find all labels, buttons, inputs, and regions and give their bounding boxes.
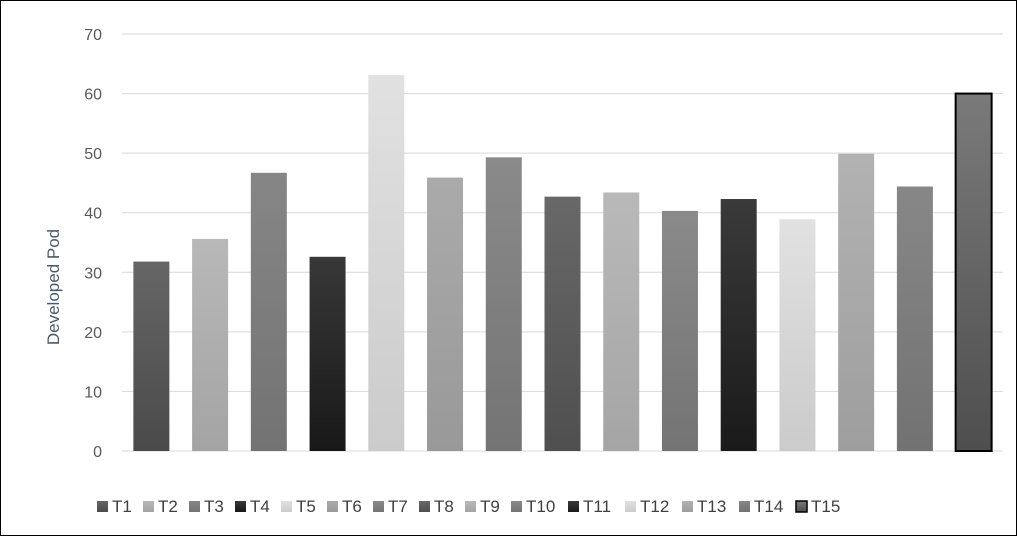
bar-t9	[603, 192, 640, 451]
bar-t14	[896, 186, 933, 451]
legend-swatch-t15	[795, 500, 808, 513]
legend-label-t1: T1	[112, 497, 132, 516]
bar-t10	[661, 210, 698, 451]
legend-label-t10: T10	[526, 497, 555, 516]
bar-t1	[133, 261, 170, 451]
legend-swatch-t9	[465, 501, 476, 512]
legend-swatch-t10	[511, 501, 522, 512]
bar-t15	[954, 92, 993, 452]
legend-swatch-t11	[568, 501, 579, 512]
legend-swatch-t2	[143, 501, 154, 512]
legend: T1 T2 T3 T4 T5 T6 T7 T8 T9 T10 T11 T12 T13 T14 T15	[97, 497, 840, 516]
y-axis-ticks: 0 10 20 30 40 50 60 70	[84, 27, 102, 461]
legend-label-t7: T7	[388, 497, 408, 516]
legend-label-t13: T13	[697, 497, 726, 516]
y-tick-label: 0	[93, 444, 102, 461]
bar-t13	[838, 153, 875, 451]
legend-label-t12: T12	[640, 497, 669, 516]
bar-t11	[720, 199, 757, 451]
y-tick-label: 20	[84, 325, 102, 342]
legend-swatch-t14	[739, 501, 750, 512]
legend-swatch-t1	[97, 501, 108, 512]
bar-t6	[427, 177, 464, 451]
legend-label-t2: T2	[158, 497, 178, 516]
y-tick-label: 50	[84, 146, 102, 163]
legend-label-t14: T14	[754, 497, 783, 516]
y-tick-label: 10	[84, 384, 102, 401]
legend-swatch-t5	[281, 501, 292, 512]
legend-label-t5: T5	[296, 497, 316, 516]
legend-label-t3: T3	[204, 497, 224, 516]
bar-t7	[485, 157, 522, 451]
legend-label-t8: T8	[434, 497, 454, 516]
legend-label-t9: T9	[480, 497, 500, 516]
legend-swatch-t4	[235, 501, 246, 512]
bar-t4	[309, 256, 346, 451]
bar-t3	[250, 172, 287, 451]
bar-t5	[368, 75, 405, 452]
legend-swatch-t12	[625, 501, 636, 512]
legend-label-t15: T15	[811, 497, 840, 516]
y-axis-label: Developed Pod	[44, 229, 63, 345]
legend-swatch-t7	[373, 501, 384, 512]
y-tick-label: 40	[84, 206, 102, 223]
legend-swatch-t3	[189, 501, 200, 512]
legend-swatch-t6	[327, 501, 338, 512]
bar-t12	[779, 219, 816, 451]
legend-label-t4: T4	[250, 497, 270, 516]
bar-t2	[192, 238, 229, 451]
y-tick-label: 60	[84, 87, 102, 104]
legend-label-t6: T6	[342, 497, 362, 516]
legend-label-t11: T11	[583, 497, 611, 516]
legend-swatch-t8	[419, 501, 430, 512]
legend-swatch-t13	[682, 501, 693, 512]
bar-t8	[544, 196, 581, 451]
bars	[133, 75, 993, 452]
y-tick-label: 30	[84, 265, 102, 282]
y-tick-label: 70	[84, 27, 102, 44]
